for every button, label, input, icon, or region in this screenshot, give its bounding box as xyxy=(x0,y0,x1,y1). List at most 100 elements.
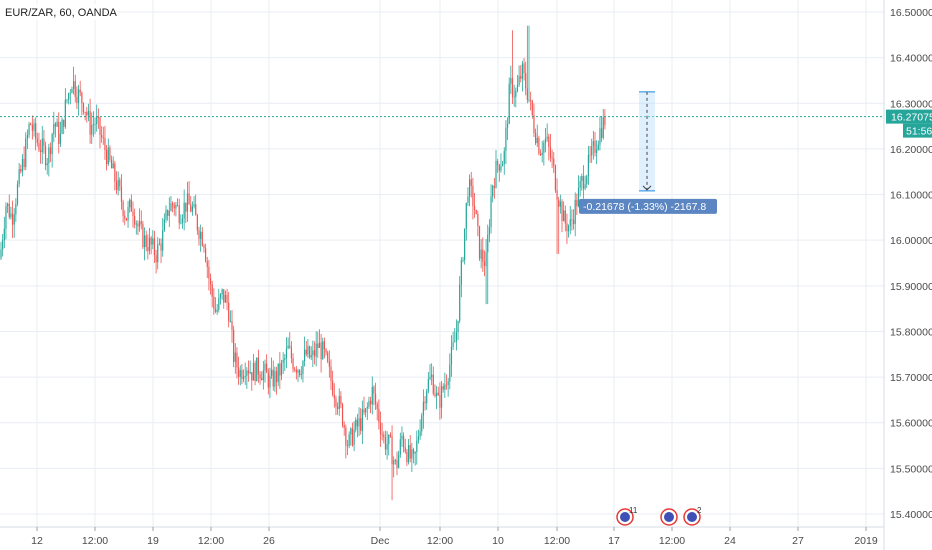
candle-body xyxy=(310,355,312,358)
candle-body xyxy=(137,223,139,227)
candle-body xyxy=(356,419,358,427)
candle-body xyxy=(467,196,469,203)
candle-body xyxy=(64,99,66,127)
candle-body xyxy=(323,341,325,350)
candle-body xyxy=(513,96,515,98)
candle-body xyxy=(167,210,169,216)
candle-body xyxy=(282,359,284,363)
candle-body xyxy=(568,225,570,232)
event-badge-1[interactable]: 11 xyxy=(616,506,638,526)
candle-body xyxy=(559,201,561,207)
candle-body xyxy=(18,169,20,185)
candle-body xyxy=(292,358,294,370)
candle-body xyxy=(106,150,108,165)
candle-body xyxy=(589,154,591,156)
candle-body xyxy=(383,434,385,438)
title-bg xyxy=(0,4,118,20)
candle-body xyxy=(508,83,510,124)
candle-body xyxy=(36,138,38,143)
candle-body xyxy=(115,181,118,190)
candle-body xyxy=(239,370,241,377)
candle-body xyxy=(478,225,481,259)
candle-body xyxy=(394,460,396,461)
candle-body xyxy=(572,219,575,225)
candle-body xyxy=(561,201,563,222)
candle-body xyxy=(333,394,335,399)
candle-body xyxy=(3,228,5,241)
time-tick-label: 19 xyxy=(147,535,159,547)
candle-body xyxy=(515,90,517,97)
time-axis[interactable]: 12 12:00 19 12:00 26 Dec 12:00 10 12:00 17 12:00 24… xyxy=(31,527,878,547)
candle-body xyxy=(259,374,261,379)
candle-body xyxy=(469,179,471,197)
candle-body xyxy=(498,164,500,171)
candle-body xyxy=(543,142,545,153)
candle-body xyxy=(5,206,7,229)
candle-body xyxy=(280,362,283,376)
candle-body xyxy=(172,203,174,206)
event-badge-3[interactable]: 2 xyxy=(683,506,702,526)
candle-body xyxy=(147,246,149,251)
candle-body xyxy=(31,124,33,131)
candle-body xyxy=(160,243,162,251)
candle-body xyxy=(68,93,70,100)
chart-title: EUR/ZAR, 60, OANDA xyxy=(5,7,118,19)
time-tick-label: 12:00 xyxy=(544,535,570,547)
candle-body xyxy=(564,210,566,224)
last-price-badge xyxy=(886,109,932,124)
candle-body xyxy=(145,235,147,247)
candle-body xyxy=(398,454,400,468)
candle-body xyxy=(439,395,441,408)
candle-body xyxy=(81,92,83,104)
candle-body xyxy=(124,215,126,219)
candle-body xyxy=(289,345,291,348)
candle-body xyxy=(510,78,512,84)
candle-body xyxy=(178,205,180,223)
candle-body xyxy=(391,436,393,465)
candle-body xyxy=(272,369,274,387)
candle-body xyxy=(412,449,415,454)
candle-body xyxy=(341,404,344,426)
candle-body xyxy=(541,152,543,156)
candle-body xyxy=(56,121,58,127)
candle-body xyxy=(520,76,522,79)
candle-body xyxy=(244,375,246,377)
candle-body xyxy=(450,346,453,365)
candle-body xyxy=(308,346,311,358)
candle-body xyxy=(206,261,208,267)
candle-body xyxy=(417,436,420,441)
candle-body xyxy=(193,204,195,207)
candle-body xyxy=(586,176,588,185)
candle-body xyxy=(531,100,533,116)
candle-body xyxy=(223,289,225,303)
candle-body xyxy=(414,451,416,454)
candle-body xyxy=(10,213,12,218)
candle-body xyxy=(266,363,268,373)
candle-body xyxy=(176,204,179,206)
candle-body xyxy=(104,138,106,151)
candle-body xyxy=(346,445,349,447)
candle-body xyxy=(228,302,230,322)
candle-body xyxy=(459,284,461,321)
price-axis[interactable]: 16.50000 16.40000 16.30000 16.20000 16.10000… xyxy=(890,7,932,521)
candle-body xyxy=(251,372,253,381)
candle-body xyxy=(330,366,332,381)
candle-body xyxy=(40,150,42,153)
candle-body xyxy=(307,346,309,355)
candle-body xyxy=(43,138,45,147)
candle-body xyxy=(152,238,154,245)
candle-body xyxy=(452,342,454,347)
candle-series xyxy=(0,25,606,501)
time-tick-label: Dec xyxy=(371,535,390,547)
candle-body xyxy=(69,93,71,94)
time-tick-label: 12 xyxy=(31,535,43,547)
time-tick-label: 12:00 xyxy=(82,535,108,547)
candle-body xyxy=(249,372,251,374)
candle-body xyxy=(328,361,330,367)
event-badge-2[interactable] xyxy=(660,508,678,526)
price-tick-label: 15.60000 xyxy=(890,418,932,430)
candle-body xyxy=(0,249,2,259)
candle-body xyxy=(465,202,467,229)
candle-body xyxy=(269,375,271,388)
